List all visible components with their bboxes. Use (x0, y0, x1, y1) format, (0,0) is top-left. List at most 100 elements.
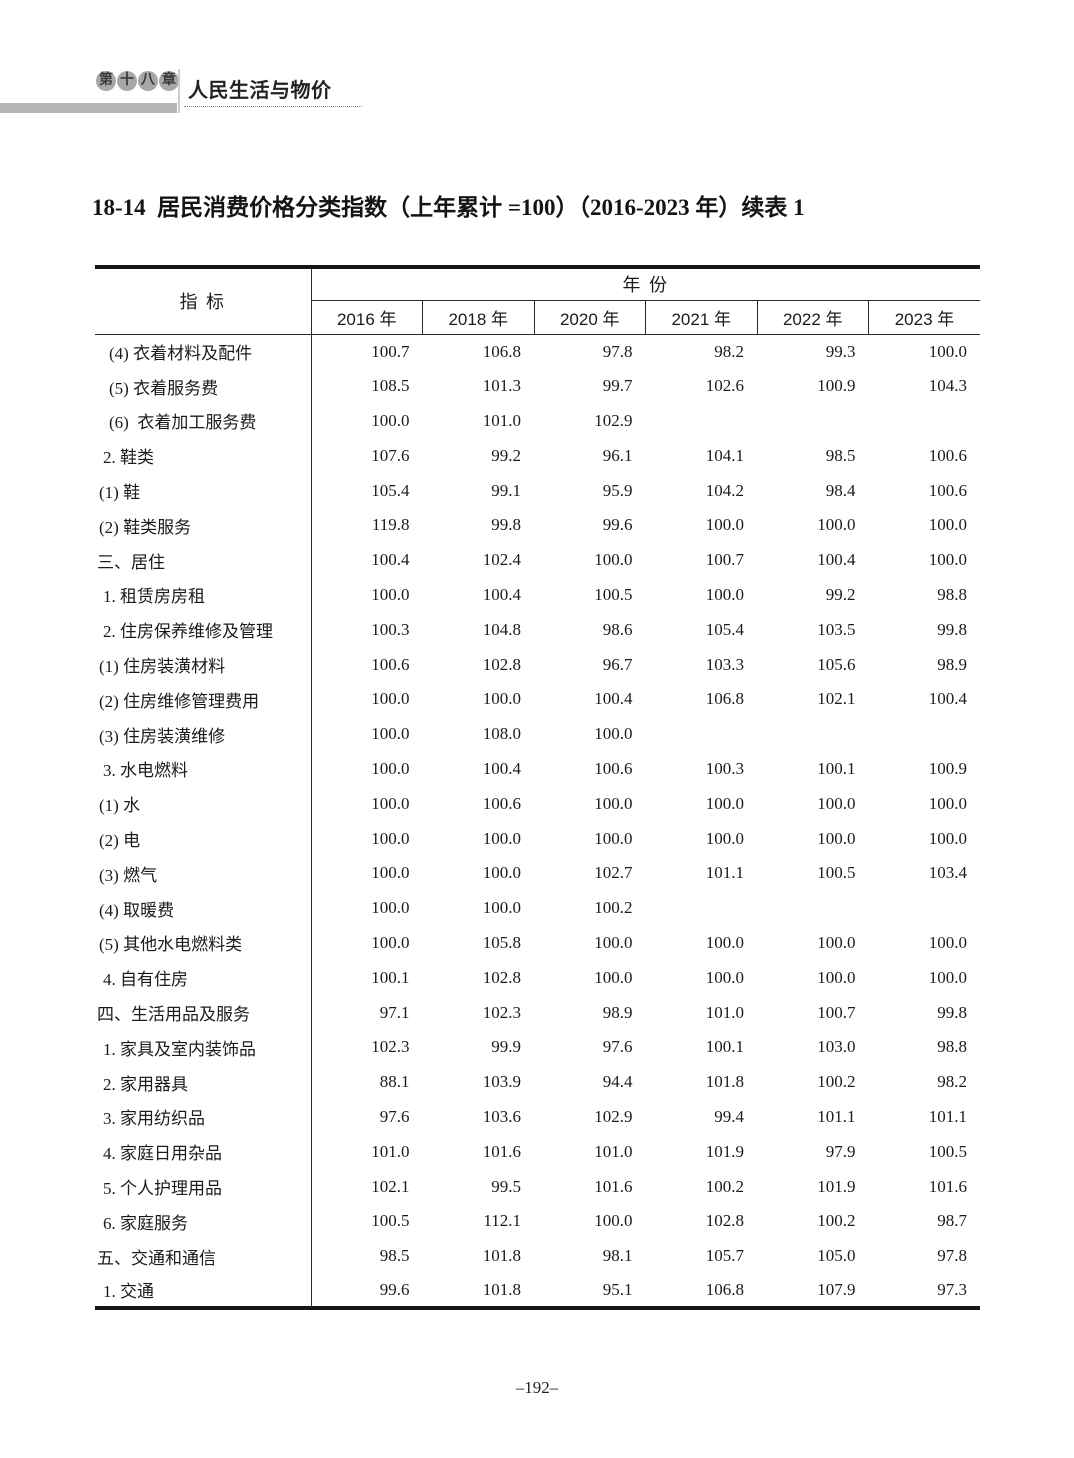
value-cell: 98.5 (379, 1246, 410, 1266)
table-row: 四、生活用品及服务 97.1 102.3 98.9 101.0 100.7 99.8 (95, 995, 980, 1030)
value-cell: 100.0 (928, 967, 967, 987)
indicator-label: 1. 租赁房房租 (95, 577, 312, 613)
value-cell: 104.1 (705, 445, 744, 465)
table-row: 3. 水电燃料 100.0 100.4 100.6 100.3 100.1 100.9 (95, 751, 980, 787)
value-cell: 100.0 (482, 689, 521, 709)
value-cell: 100.6 (371, 654, 410, 674)
value-cell: 100.0 (371, 689, 410, 709)
value-cell: 108.5 (371, 376, 410, 396)
table-row: 4. 家庭日用杂品 101.0 101.6 101.0 101.9 97.9 100.5 (95, 1134, 980, 1170)
value-cell: 98.2 (937, 1072, 967, 1092)
value-cell: 97.6 (379, 1106, 410, 1126)
table-row: 1. 家具及室内装饰品 102.3 99.9 97.6 100.1 103.0 98.8 (95, 1029, 980, 1065)
table-row: 2. 鞋类 107.6 99.2 96.1 104.1 98.5 100.6 (95, 438, 980, 474)
value-cell: 100.0 (594, 1211, 633, 1231)
year-column-header: 2018 年 (422, 300, 534, 335)
value-cell: 99.9 (491, 1037, 521, 1057)
table-row: 2. 家用器具 88.1 103.9 94.4 101.8 100.2 98.2 (95, 1064, 980, 1100)
value-cell: 101.9 (705, 1141, 744, 1161)
indicator-label: 3. 家用纺织品 (95, 1099, 312, 1135)
year-column-header: 2023 年 (868, 300, 980, 335)
indicator-label: 3. 水电燃料 (95, 751, 312, 787)
value-cell: 102.1 (817, 689, 856, 709)
value-cell: 101.8 (705, 1072, 744, 1092)
value-cell: 102.9 (594, 410, 633, 430)
value-cell: 98.6 (602, 619, 633, 639)
table-body: (4) 衣着材料及配件 100.7 106.8 97.8 98.2 99.3 100.0 (5… (95, 334, 981, 1309)
table-row: (1) 鞋 105.4 99.1 95.9 104.2 98.4 100.6 (95, 473, 980, 508)
value-cell: 100.0 (705, 967, 744, 987)
value-cell: 99.4 (714, 1106, 744, 1126)
table-row: (2) 电 100.0 100.0 100.0 100.0 100.0 100.0 (95, 821, 980, 856)
value-cell (869, 404, 981, 439)
value-cell: 100.0 (371, 793, 410, 813)
indicator-label: 5. 个人护理用品 (95, 1169, 312, 1204)
indicator-label: 2. 家用器具 (95, 1064, 312, 1100)
value-cell: 100.0 (371, 724, 410, 744)
chapter-badge-character: 章 (159, 71, 179, 91)
indicator-label: 2. 住房保养维修及管理 (95, 612, 312, 648)
value-cell: 100.0 (928, 341, 967, 361)
indicator-label: (5) 其他水电燃料类 (95, 925, 312, 961)
value-cell: 101.0 (371, 1141, 410, 1161)
value-cell: 99.8 (937, 619, 967, 639)
value-cell (869, 891, 981, 926)
value-cell: 106.8 (705, 689, 744, 709)
value-cell: 97.8 (602, 341, 633, 361)
value-cell: 101.6 (594, 1176, 633, 1196)
value-cell: 103.4 (928, 863, 967, 883)
table-row: 6. 家庭服务 100.5 112.1 100.0 102.8 100.2 98.7 (95, 1203, 980, 1239)
cpi-category-index-table: 指 标 年 份 2016 年 2018 年 2020 年 2021 年 2022 年 20… (95, 265, 981, 1311)
value-cell: 100.0 (371, 932, 410, 952)
header-row-year-group: 指 标 年 份 (95, 267, 980, 335)
value-cell: 103.0 (817, 1037, 856, 1057)
indicator-label: (1) 住房装潢材料 (95, 647, 312, 682)
value-cell: 100.0 (594, 967, 633, 987)
value-cell: 100.0 (705, 932, 744, 952)
value-cell: 100.0 (594, 724, 633, 744)
value-cell: 105.4 (705, 619, 744, 639)
value-cell: 100.2 (594, 898, 633, 918)
value-cell: 100.6 (928, 480, 967, 500)
indicator-label: 4. 自有住房 (95, 960, 312, 996)
indicator-label: (1) 鞋 (95, 473, 312, 508)
value-cell (757, 891, 869, 926)
table-row: (2) 鞋类服务 119.8 99.8 99.6 100.0 100.0 100.0 (95, 507, 980, 543)
value-cell: 99.3 (825, 341, 856, 361)
year-column-header: 2020 年 (533, 300, 646, 335)
value-cell: 97.3 (937, 1279, 967, 1299)
value-cell: 105.6 (817, 654, 856, 674)
value-cell: 107.6 (371, 445, 410, 465)
value-cell: 96.7 (602, 654, 633, 674)
indicator-label: (2) 住房维修管理费用 (95, 681, 312, 717)
table-row: 3. 家用纺织品 97.6 103.6 102.9 99.4 101.1 101.1 (95, 1099, 980, 1135)
table-header: 指 标 年 份 2016 年 2018 年 2020 年 2021 年 2022 年 20… (95, 267, 980, 335)
table-row: (4) 衣着材料及配件 100.7 106.8 97.8 98.2 99.3 100.0 (95, 334, 980, 369)
table-row: (2) 住房维修管理费用 100.0 100.0 100.4 106.8 102.1 100… (95, 681, 980, 717)
indicator-label: (3) 燃气 (95, 855, 312, 891)
table-row: 三、居住 100.4 102.4 100.0 100.7 100.4 100.0 (95, 542, 980, 578)
value-cell: 100.4 (928, 689, 967, 709)
chapter-badge-character: 八 (138, 71, 158, 91)
value-cell: 101.0 (705, 1002, 744, 1022)
table-row: (3) 住房装潢维修 100.0 108.0 100.0 (95, 716, 980, 752)
value-cell: 100.0 (705, 793, 744, 813)
value-cell: 100.0 (817, 828, 856, 848)
value-cell: 99.7 (602, 376, 633, 396)
value-cell: 100.6 (928, 445, 967, 465)
indicator-label: (2) 鞋类服务 (95, 507, 312, 543)
value-cell: 106.8 (705, 1279, 744, 1299)
value-cell: 100.0 (594, 793, 633, 813)
value-cell: 98.8 (937, 1037, 967, 1057)
value-cell: 100.5 (371, 1211, 410, 1231)
indicator-label: (4) 衣着材料及配件 (95, 334, 312, 369)
table-row: (1) 水 100.0 100.6 100.0 100.0 100.0 100.0 (95, 786, 980, 822)
value-cell: 100.0 (482, 828, 521, 848)
value-cell: 101.3 (482, 376, 521, 396)
value-cell: 105.7 (705, 1246, 744, 1266)
value-cell: 112.1 (483, 1211, 521, 1231)
value-cell: 102.8 (482, 967, 521, 987)
value-cell: 101.0 (482, 410, 521, 430)
value-cell: 102.9 (594, 1106, 633, 1126)
